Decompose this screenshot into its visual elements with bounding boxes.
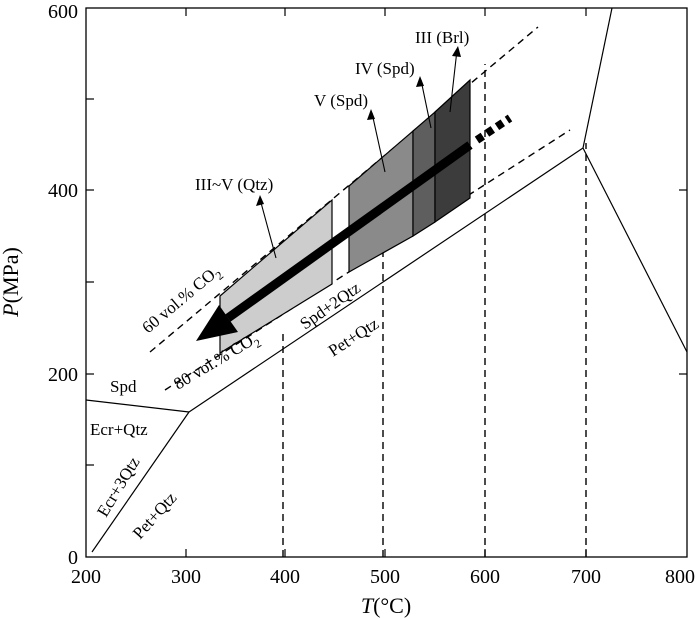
stage-iii-brl-region (434, 78, 471, 224)
x-tick-labels: 200 300 400 500 600 700 800 (71, 566, 695, 588)
leader-iv-spd-arrowhead (416, 76, 424, 87)
pet-qtz-lower-boundary (188, 147, 584, 413)
x-axis-unit: (°C) (373, 593, 411, 618)
ecr-pet-boundary (91, 411, 190, 553)
stage-iii-v-qtz-region (219, 198, 333, 355)
x-tick-label: 500 (370, 566, 400, 588)
isochore-60 (149, 26, 539, 353)
x-tick-label: 400 (270, 566, 300, 588)
evolution-arrow-head (196, 305, 238, 341)
isochore-label-80: 80 vol.% CO2 (170, 328, 263, 397)
y-tick-label: 200 (48, 364, 78, 386)
isochore-label-80-text: 80 vol.% CO (170, 331, 256, 393)
high-t-boundary-lower (582, 147, 688, 353)
y-tick-labels: 0 200 400 600 (48, 1, 78, 569)
leader-iii-brl (449, 49, 458, 113)
y-axis-symbol: P (0, 303, 23, 317)
label-leaders (256, 46, 461, 259)
field-label-ecr-qtz: Ecr+Qtz (90, 420, 148, 439)
y-ticks (86, 98, 687, 466)
x-tick-label: 600 (470, 566, 500, 588)
evolution-arrow-shaft (225, 141, 473, 322)
field-label-spd: Spd (110, 377, 137, 396)
evolution-arrow-dotted-tail (474, 114, 513, 144)
high-t-boundary-upper (582, 7, 613, 149)
evolution-arrow (196, 114, 513, 341)
stage-label-v-spd: V (Spd) (314, 91, 368, 110)
leader-v-spd (371, 112, 386, 173)
spd-ecr-boundary (85, 399, 190, 413)
y-axis-unit: (MPa) (0, 247, 23, 303)
leader-iii-v-qtz (259, 198, 277, 259)
stage-label-iii-v-qtz: III~V (Qtz) (195, 175, 273, 194)
leader-v-spd-arrowhead (367, 109, 375, 120)
leader-iii-v-qtz-arrowhead (256, 195, 264, 206)
y-tick-label: 600 (48, 1, 78, 23)
x-tick-label: 300 (171, 566, 201, 588)
x-tick-label: 200 (71, 566, 101, 588)
field-label-ecr-3qtz: Ecr+3Qtz (93, 453, 144, 520)
y-axis-title: P(MPa) (0, 247, 23, 318)
leader-iii-brl-arrowhead (452, 46, 461, 57)
x-axis-title: T(°C) (361, 593, 411, 618)
field-label-pet-qtz-upper: Pet+Qtz (325, 314, 383, 361)
stage-label-iii-brl: III (Brl) (415, 28, 469, 47)
leader-iv-spd (420, 79, 432, 129)
phase-boundaries (85, 7, 688, 553)
x-axis-symbol: T (361, 593, 375, 618)
inclusion-stage-regions (219, 78, 471, 355)
y-tick-label: 400 (48, 180, 78, 202)
x-tick-label: 700 (571, 566, 601, 588)
y-tick-label: 0 (68, 547, 78, 569)
plot-frame (85, 7, 688, 558)
isotherm-lines (282, 64, 587, 557)
x-tick-label: 800 (665, 566, 695, 588)
field-label-pet-qtz-lower: Pet+Qtz (129, 488, 181, 543)
stage-label-iv-spd: IV (Spd) (355, 59, 415, 78)
